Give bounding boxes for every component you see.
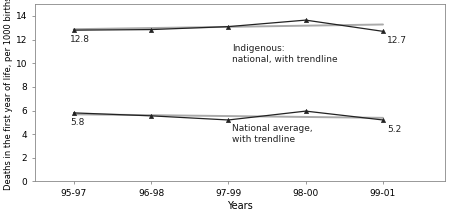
X-axis label: Years: Years <box>227 201 253 211</box>
Text: 12.7: 12.7 <box>387 36 407 45</box>
Text: Indigenous:
national, with trendline: Indigenous: national, with trendline <box>232 44 338 64</box>
Text: 5.8: 5.8 <box>70 118 84 127</box>
Text: 12.8: 12.8 <box>70 35 90 44</box>
Text: National average,
with trendline: National average, with trendline <box>232 124 313 143</box>
Text: 5.2: 5.2 <box>387 125 401 134</box>
Y-axis label: Deaths in the first year of life, per 1000 births: Deaths in the first year of life, per 10… <box>4 0 13 190</box>
